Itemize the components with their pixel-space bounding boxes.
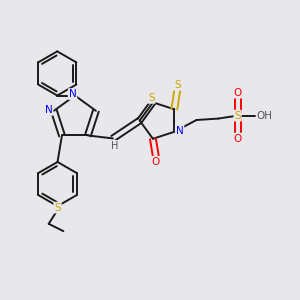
Text: S: S <box>148 93 155 103</box>
Text: O: O <box>233 134 242 144</box>
Text: S: S <box>174 80 181 90</box>
Text: S: S <box>234 111 241 121</box>
Text: N: N <box>45 105 52 115</box>
Text: O: O <box>152 157 160 167</box>
Text: N: N <box>176 126 184 136</box>
Text: O: O <box>233 88 242 98</box>
Text: S: S <box>54 202 61 213</box>
Text: OH: OH <box>257 111 273 121</box>
Text: N: N <box>69 89 76 99</box>
Text: H: H <box>111 141 118 151</box>
